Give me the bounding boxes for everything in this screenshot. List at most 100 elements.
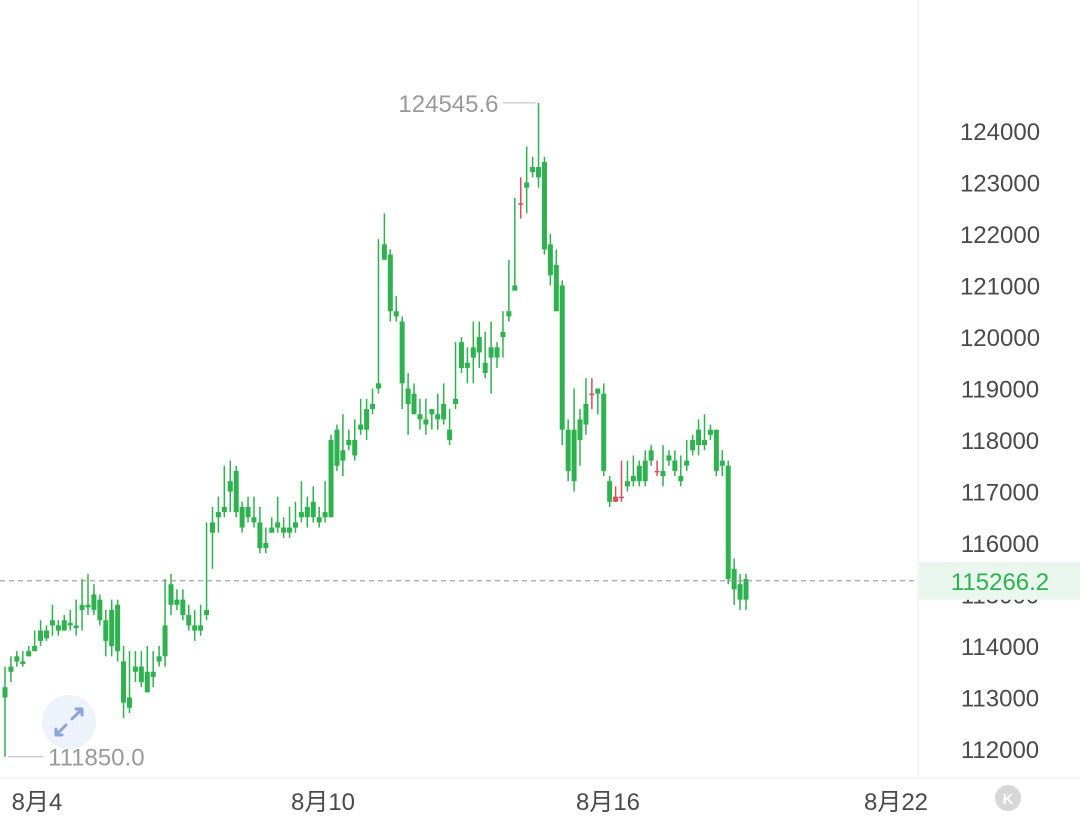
candle	[192, 609, 198, 641]
candle	[411, 383, 417, 415]
candle	[79, 579, 85, 631]
candle	[269, 517, 275, 533]
candle	[482, 331, 488, 379]
candle	[719, 450, 725, 477]
candle	[387, 249, 393, 322]
candle	[553, 249, 559, 312]
candle	[441, 383, 447, 425]
candle	[209, 506, 215, 569]
candle	[429, 409, 435, 430]
candle	[660, 445, 666, 487]
candle	[470, 321, 476, 384]
candle	[67, 609, 73, 631]
candle	[257, 506, 263, 554]
candle	[26, 646, 32, 657]
candles	[2, 102, 749, 757]
candle	[524, 146, 530, 214]
candle	[32, 630, 38, 652]
candle	[417, 398, 423, 430]
y-tick-label: 119000	[961, 377, 1039, 404]
candle	[500, 311, 506, 358]
candle	[346, 429, 352, 451]
candle	[494, 342, 500, 368]
candle	[713, 429, 719, 477]
candle	[162, 579, 168, 667]
candle	[310, 486, 316, 523]
candle	[358, 398, 364, 435]
candle	[399, 316, 405, 410]
candle	[447, 409, 453, 446]
candle	[316, 506, 322, 528]
candle	[541, 156, 547, 255]
candle	[571, 388, 577, 492]
candle	[648, 445, 654, 466]
candle	[275, 496, 281, 533]
candle	[619, 460, 625, 502]
candle	[381, 213, 387, 260]
candle	[138, 651, 144, 688]
candle	[731, 558, 737, 605]
candle	[702, 414, 708, 451]
candle	[547, 234, 553, 286]
candle	[364, 398, 370, 440]
candle	[595, 388, 601, 415]
candle	[577, 409, 583, 466]
candle	[375, 239, 381, 394]
candle	[204, 522, 210, 621]
x-tick-label: 8月22	[864, 789, 928, 816]
candle	[690, 434, 696, 456]
time-axis: 8月4 8月10 8月16 8月22	[12, 789, 928, 816]
candle	[198, 604, 204, 636]
candle	[251, 496, 257, 528]
y-tick-label: 118000	[961, 428, 1039, 455]
y-tick-label: 121000	[960, 274, 1040, 301]
expand-arrows-icon[interactable]	[42, 695, 96, 749]
candle	[352, 419, 358, 461]
k-circle-icon[interactable]: K	[995, 785, 1021, 811]
candle	[61, 615, 67, 631]
candle	[506, 259, 512, 322]
y-tick-label: 116000	[961, 531, 1039, 558]
candle	[174, 589, 180, 610]
candle	[287, 506, 293, 538]
candle	[49, 604, 55, 636]
candle	[512, 197, 518, 291]
candle	[85, 573, 91, 616]
candle	[121, 646, 127, 719]
x-tick-label: 8月4	[12, 789, 63, 816]
candle	[334, 424, 340, 471]
candle	[97, 594, 103, 626]
candle	[168, 573, 174, 616]
candle	[743, 573, 749, 610]
candle	[559, 280, 565, 446]
candle	[281, 517, 287, 538]
y-tick-label: 112000	[961, 737, 1039, 764]
candle	[393, 295, 399, 322]
low-marker-label: 111850.0	[48, 745, 145, 772]
candle	[73, 599, 79, 636]
candle	[601, 383, 607, 477]
candle	[696, 419, 702, 456]
candle	[14, 651, 20, 667]
candle	[156, 646, 162, 667]
candle	[245, 496, 251, 523]
candle	[666, 450, 672, 466]
current-price-line: 115266.2	[0, 561, 1080, 600]
candle	[530, 156, 536, 178]
candle	[536, 102, 542, 188]
candle	[298, 481, 304, 523]
candle	[464, 347, 470, 384]
candle	[8, 656, 14, 683]
candle	[328, 434, 334, 518]
candle	[115, 599, 121, 662]
candle	[630, 455, 636, 487]
candle	[654, 460, 660, 477]
candle	[233, 465, 239, 518]
current-price-label: 115266.2	[951, 569, 1049, 596]
high-marker-label: 124545.6	[398, 91, 498, 118]
candle	[103, 609, 109, 657]
candle	[518, 177, 524, 219]
candle	[613, 486, 619, 502]
candle	[589, 378, 595, 410]
